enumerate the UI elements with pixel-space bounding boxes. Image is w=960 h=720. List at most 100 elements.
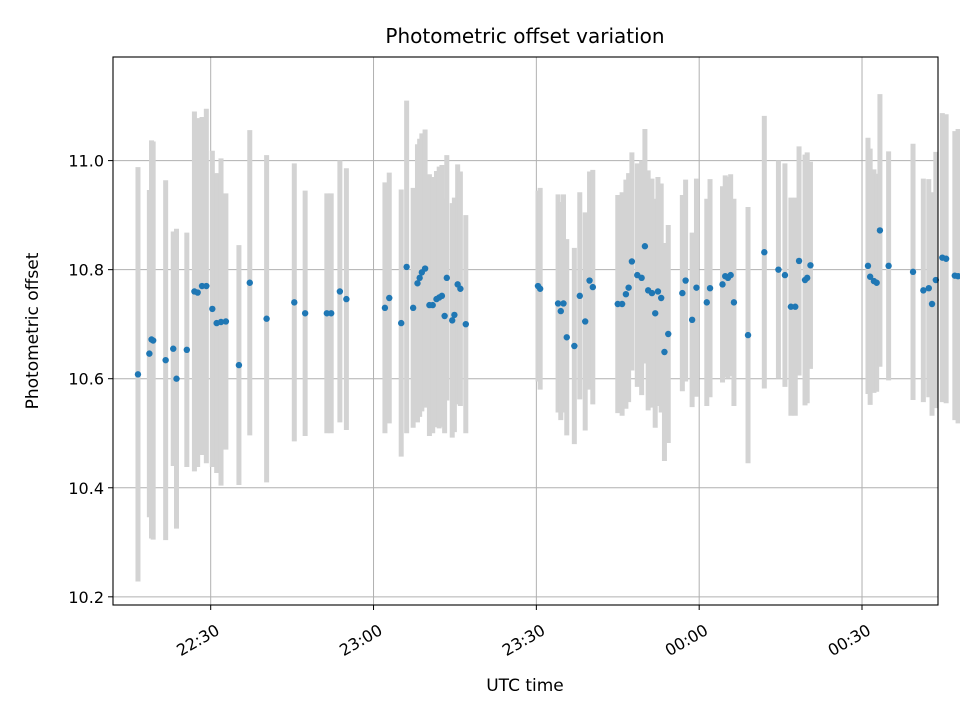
data-point bbox=[403, 263, 410, 271]
data-point bbox=[457, 285, 464, 292]
data-point bbox=[291, 299, 298, 306]
data-point bbox=[576, 292, 583, 300]
data-point bbox=[203, 282, 210, 290]
data-point bbox=[641, 243, 649, 250]
data-point bbox=[920, 287, 927, 294]
data-point bbox=[730, 299, 738, 306]
data-point bbox=[222, 318, 230, 325]
error-bars bbox=[135, 94, 960, 582]
data-point bbox=[421, 265, 429, 272]
data-point bbox=[571, 342, 578, 350]
data-point bbox=[942, 255, 950, 262]
data-point bbox=[932, 276, 940, 284]
y-tick-label: 11.0 bbox=[68, 152, 104, 171]
data-point bbox=[173, 375, 180, 382]
x-tick-label: 23:00 bbox=[336, 620, 385, 660]
data-point bbox=[954, 273, 960, 280]
data-point bbox=[441, 312, 448, 320]
data-point bbox=[657, 294, 665, 302]
data-point bbox=[589, 283, 597, 291]
data-point bbox=[744, 331, 752, 339]
data-point bbox=[560, 300, 567, 307]
x-tick-label: 00:30 bbox=[825, 620, 874, 660]
data-point bbox=[414, 280, 421, 287]
data-point bbox=[925, 284, 932, 292]
data-point bbox=[301, 310, 309, 317]
data-point bbox=[648, 289, 656, 297]
data-point bbox=[719, 281, 726, 288]
data-point bbox=[625, 284, 632, 291]
data-point bbox=[628, 258, 636, 265]
data-point bbox=[693, 284, 700, 291]
data-point bbox=[873, 279, 880, 286]
plot-frame bbox=[112, 56, 939, 606]
data-point bbox=[654, 288, 662, 295]
data-point bbox=[146, 350, 153, 357]
data-point bbox=[217, 318, 225, 326]
data-point bbox=[761, 249, 768, 256]
data-point bbox=[876, 227, 884, 234]
data-point bbox=[162, 356, 169, 364]
data-point bbox=[398, 319, 405, 327]
x-axis-label: UTC time bbox=[486, 676, 564, 696]
y-tick-label: 10.6 bbox=[68, 370, 104, 389]
data-point bbox=[688, 316, 696, 324]
data-point bbox=[864, 262, 872, 270]
data-point bbox=[795, 257, 803, 265]
data-point bbox=[536, 285, 544, 292]
data-point bbox=[727, 271, 734, 279]
data-point bbox=[582, 318, 589, 325]
x-tick-label: 23:30 bbox=[499, 620, 548, 660]
data-point bbox=[327, 310, 335, 317]
data-point bbox=[803, 274, 811, 282]
data-point bbox=[618, 300, 626, 308]
x-tick-label: 22:30 bbox=[173, 620, 222, 660]
data-point bbox=[336, 288, 344, 295]
data-point bbox=[451, 311, 458, 319]
data-point bbox=[652, 310, 659, 317]
data-point bbox=[928, 300, 936, 308]
data-point bbox=[557, 307, 564, 315]
data-point bbox=[134, 371, 142, 378]
data-point bbox=[386, 294, 393, 302]
data-point bbox=[909, 268, 917, 276]
data-point bbox=[661, 348, 668, 356]
data-point bbox=[449, 317, 456, 324]
y-tick-label: 10.2 bbox=[68, 588, 104, 607]
y-axis-ticks: 10.2 10.4 10.6 10.8 11.0 bbox=[68, 152, 113, 607]
data-point bbox=[443, 274, 450, 282]
data-point bbox=[554, 300, 562, 307]
data-point bbox=[665, 330, 672, 338]
data-point bbox=[792, 303, 799, 310]
data-point bbox=[416, 274, 423, 282]
data-point bbox=[679, 289, 686, 297]
data-point bbox=[429, 301, 436, 309]
data-point bbox=[682, 277, 689, 284]
y-tick-label: 10.4 bbox=[68, 479, 104, 498]
data-point bbox=[703, 299, 710, 306]
data-point bbox=[170, 345, 177, 352]
data-point bbox=[209, 305, 216, 313]
x-tick-label: 00:00 bbox=[662, 620, 711, 660]
data-point bbox=[638, 274, 645, 282]
data-point bbox=[438, 292, 446, 300]
data-point bbox=[462, 320, 469, 328]
data-point bbox=[622, 290, 630, 298]
data-point bbox=[246, 279, 253, 286]
data-point bbox=[149, 337, 157, 344]
data-point bbox=[885, 262, 892, 270]
data-point bbox=[563, 334, 570, 341]
data-point bbox=[706, 284, 714, 292]
data-point bbox=[775, 266, 782, 273]
data-point bbox=[183, 346, 191, 354]
data-point bbox=[381, 304, 389, 312]
y-axis-label: Photometric offset bbox=[23, 252, 43, 409]
data-points bbox=[134, 227, 960, 382]
data-point bbox=[586, 277, 593, 284]
data-point bbox=[194, 289, 201, 296]
data-point bbox=[409, 304, 417, 312]
data-point bbox=[866, 273, 874, 280]
data-point bbox=[343, 295, 350, 303]
y-tick-label: 10.8 bbox=[68, 261, 104, 280]
